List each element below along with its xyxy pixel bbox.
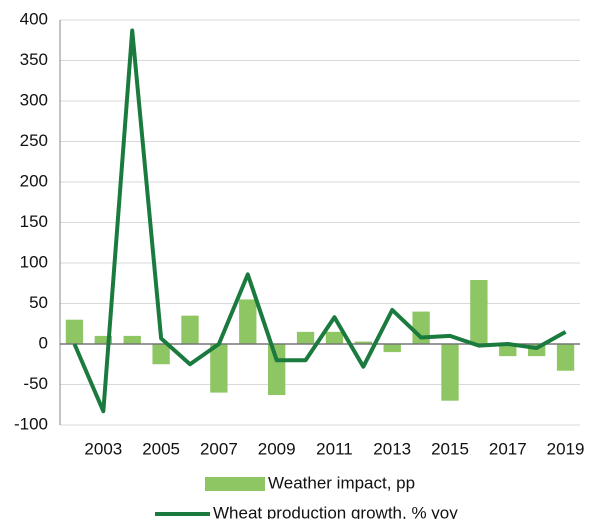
- x-tick-label: 2007: [200, 439, 238, 458]
- bar: [441, 344, 459, 401]
- bar: [268, 344, 286, 396]
- bar: [65, 319, 84, 344]
- y-tick-label: 250: [20, 131, 48, 150]
- legend-swatch: [205, 477, 265, 491]
- bar: [123, 335, 141, 344]
- y-tick-label: -50: [23, 374, 48, 393]
- x-tick-label: 2017: [489, 439, 527, 458]
- legend-label: Wheat production growth, % yoy: [213, 503, 458, 519]
- bar: [210, 344, 228, 393]
- bar: [296, 331, 315, 344]
- bar: [239, 299, 257, 344]
- x-tick-label: 2011: [316, 439, 353, 458]
- bar: [152, 344, 170, 365]
- x-tick-label: 2015: [431, 439, 469, 458]
- bar: [94, 335, 112, 344]
- x-tick-label: 2005: [142, 439, 180, 458]
- bar: [325, 331, 344, 344]
- y-tick-label: 0: [39, 333, 48, 352]
- bar: [383, 344, 401, 353]
- y-tick-label: 150: [20, 212, 48, 231]
- y-tick-label: -100: [14, 414, 48, 433]
- bar: [470, 280, 488, 344]
- y-tick-label: 200: [20, 171, 48, 190]
- y-tick-label: 400: [20, 9, 48, 28]
- x-tick-label: 2003: [84, 439, 122, 458]
- y-tick-label: 350: [20, 50, 48, 69]
- x-tick-label: 2009: [258, 439, 296, 458]
- legend-label: Weather impact, pp: [268, 473, 415, 492]
- y-tick-label: 300: [20, 90, 48, 109]
- bar: [556, 344, 575, 371]
- bar: [354, 341, 372, 344]
- x-tick-label: 2013: [373, 439, 411, 458]
- bar: [181, 315, 199, 344]
- y-tick-label: 50: [29, 293, 48, 312]
- line: [72, 28, 567, 414]
- y-tick-label: 100: [20, 252, 48, 271]
- bar: [499, 344, 517, 357]
- x-tick-label: 2019: [547, 439, 585, 458]
